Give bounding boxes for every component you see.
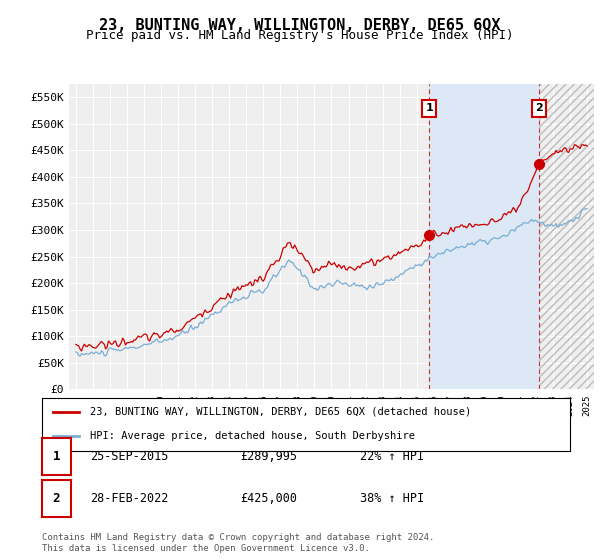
Text: Price paid vs. HM Land Registry's House Price Index (HPI): Price paid vs. HM Land Registry's House … xyxy=(86,29,514,42)
Bar xyxy=(429,84,539,389)
Text: 38% ↑ HPI: 38% ↑ HPI xyxy=(360,492,424,505)
Text: 22% ↑ HPI: 22% ↑ HPI xyxy=(360,450,424,463)
Text: 28-FEB-2022: 28-FEB-2022 xyxy=(90,492,169,505)
Text: HPI: Average price, detached house, South Derbyshire: HPI: Average price, detached house, Sout… xyxy=(89,431,415,441)
Text: 23, BUNTING WAY, WILLINGTON, DERBY, DE65 6QX: 23, BUNTING WAY, WILLINGTON, DERBY, DE65… xyxy=(99,18,501,33)
Text: 2: 2 xyxy=(535,104,542,114)
Text: 1: 1 xyxy=(53,450,60,463)
Text: 1: 1 xyxy=(425,104,433,114)
Text: 25-SEP-2015: 25-SEP-2015 xyxy=(90,450,169,463)
Text: 23, BUNTING WAY, WILLINGTON, DERBY, DE65 6QX (detached house): 23, BUNTING WAY, WILLINGTON, DERBY, DE65… xyxy=(89,407,471,417)
Text: Contains HM Land Registry data © Crown copyright and database right 2024.
This d: Contains HM Land Registry data © Crown c… xyxy=(42,533,434,553)
Text: £425,000: £425,000 xyxy=(240,492,297,505)
Text: £289,995: £289,995 xyxy=(240,450,297,463)
Bar xyxy=(539,84,594,389)
Bar xyxy=(539,84,594,389)
Text: 2: 2 xyxy=(53,492,60,505)
